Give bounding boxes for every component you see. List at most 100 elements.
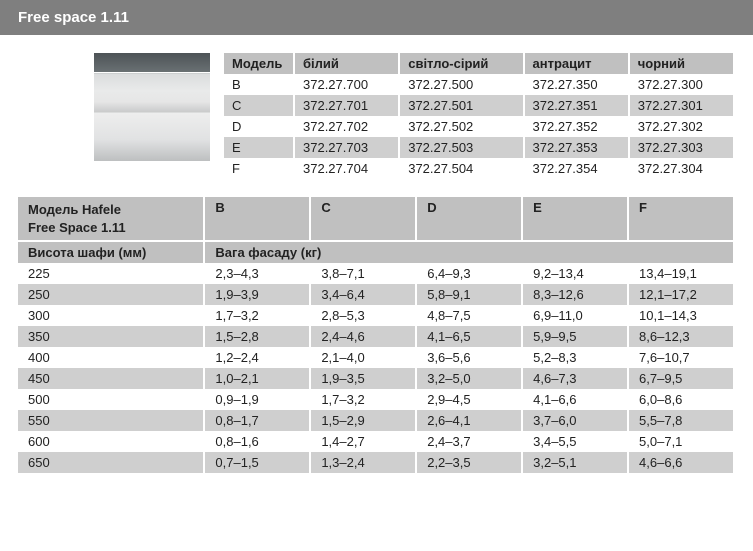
models-cell: 372.27.502 bbox=[399, 116, 523, 137]
weights-cell: 8,6–12,3 bbox=[628, 326, 734, 347]
weights-cell: 4,8–7,5 bbox=[416, 305, 522, 326]
weights-cell: 450 bbox=[18, 368, 204, 389]
weights-cell: 2,9–4,5 bbox=[416, 389, 522, 410]
weights-cell: 4,6–6,6 bbox=[628, 452, 734, 473]
weights-subheader-left: Висота шафи (мм) bbox=[18, 241, 204, 263]
weights-table-body: Модель HafeleFree Space 1.11BCDEFВисота … bbox=[18, 197, 734, 473]
weights-cell: 7,6–10,7 bbox=[628, 347, 734, 368]
models-table-head: Модельбілийсвітло-сірийантрацитчорний bbox=[224, 53, 734, 74]
weights-row: 4001,2–2,42,1–4,03,6–5,65,2–8,37,6–10,7 bbox=[18, 347, 734, 368]
title-bar: Free space 1.11 bbox=[0, 0, 753, 35]
weights-cell: 2,6–4,1 bbox=[416, 410, 522, 431]
models-cell: E bbox=[224, 137, 294, 158]
weights-row: 6500,7–1,51,3–2,42,2–3,53,2–5,14,6–6,6 bbox=[18, 452, 734, 473]
weights-row: 5000,9–1,91,7–3,22,9–4,54,1–6,66,0–8,6 bbox=[18, 389, 734, 410]
page-title: Free space 1.11 bbox=[18, 9, 129, 26]
weights-col-header: E bbox=[522, 197, 628, 241]
product-image bbox=[94, 53, 210, 161]
weights-cell: 2,1–4,0 bbox=[310, 347, 416, 368]
weights-cell: 250 bbox=[18, 284, 204, 305]
weights-cell: 5,0–7,1 bbox=[628, 431, 734, 452]
models-cell: 372.27.301 bbox=[629, 95, 734, 116]
weights-cell: 2,2–3,5 bbox=[416, 452, 522, 473]
weights-cell: 1,0–2,1 bbox=[204, 368, 310, 389]
weights-cell: 2,4–4,6 bbox=[310, 326, 416, 347]
models-col-header: світло-сірий bbox=[399, 53, 523, 74]
models-cell: 372.27.501 bbox=[399, 95, 523, 116]
models-table: Модельбілийсвітло-сірийантрацитчорний B3… bbox=[224, 53, 735, 179]
weights-cell: 0,8–1,6 bbox=[204, 431, 310, 452]
weights-cell: 600 bbox=[18, 431, 204, 452]
models-row: D372.27.702372.27.502372.27.352372.27.30… bbox=[224, 116, 734, 137]
weights-cell: 3,4–5,5 bbox=[522, 431, 628, 452]
weights-cell: 3,6–5,6 bbox=[416, 347, 522, 368]
weights-row: 6000,8–1,61,4–2,72,4–3,73,4–5,55,0–7,1 bbox=[18, 431, 734, 452]
weights-col-header: C bbox=[310, 197, 416, 241]
weights-section: Модель HafeleFree Space 1.11BCDEFВисота … bbox=[0, 197, 753, 473]
weights-cell: 9,2–13,4 bbox=[522, 263, 628, 284]
weights-cell: 1,4–2,7 bbox=[310, 431, 416, 452]
models-col-header: білий bbox=[294, 53, 399, 74]
weights-cell: 1,2–2,4 bbox=[204, 347, 310, 368]
models-cell: 372.27.354 bbox=[524, 158, 629, 179]
models-cell: 372.27.353 bbox=[524, 137, 629, 158]
weights-cell: 400 bbox=[18, 347, 204, 368]
models-table-body: B372.27.700372.27.500372.27.350372.27.30… bbox=[224, 74, 734, 179]
models-row: F372.27.704372.27.504372.27.354372.27.30… bbox=[224, 158, 734, 179]
weights-row: 2501,9–3,93,4–6,45,8–9,18,3–12,612,1–17,… bbox=[18, 284, 734, 305]
weights-cell: 1,5–2,9 bbox=[310, 410, 416, 431]
weights-cell: 13,4–19,1 bbox=[628, 263, 734, 284]
models-cell: B bbox=[224, 74, 294, 95]
weights-cell: 10,1–14,3 bbox=[628, 305, 734, 326]
models-cell: 372.27.304 bbox=[629, 158, 734, 179]
weights-cell: 5,2–8,3 bbox=[522, 347, 628, 368]
top-section: Модельбілийсвітло-сірийантрацитчорний B3… bbox=[0, 53, 753, 197]
models-cell: 372.27.352 bbox=[524, 116, 629, 137]
weights-row: 3001,7–3,22,8–5,34,8–7,56,9–11,010,1–14,… bbox=[18, 305, 734, 326]
models-cell: 372.27.303 bbox=[629, 137, 734, 158]
models-cell: 372.27.500 bbox=[399, 74, 523, 95]
models-cell: 372.27.302 bbox=[629, 116, 734, 137]
models-cell: C bbox=[224, 95, 294, 116]
weights-cell: 4,1–6,6 bbox=[522, 389, 628, 410]
weights-header-left: Модель HafeleFree Space 1.11 bbox=[18, 197, 204, 241]
weights-cell: 550 bbox=[18, 410, 204, 431]
weights-row: 2252,3–4,33,8–7,16,4–9,39,2–13,413,4–19,… bbox=[18, 263, 734, 284]
weights-cell: 3,8–7,1 bbox=[310, 263, 416, 284]
weights-cell: 4,1–6,5 bbox=[416, 326, 522, 347]
weights-cell: 12,1–17,2 bbox=[628, 284, 734, 305]
weights-col-header: B bbox=[204, 197, 310, 241]
weights-cell: 1,7–3,2 bbox=[204, 305, 310, 326]
weights-col-header: F bbox=[628, 197, 734, 241]
models-row: E372.27.703372.27.503372.27.353372.27.30… bbox=[224, 137, 734, 158]
models-cell: 372.27.700 bbox=[294, 74, 399, 95]
weights-cell: 650 bbox=[18, 452, 204, 473]
weights-cell: 6,0–8,6 bbox=[628, 389, 734, 410]
weights-cell: 1,5–2,8 bbox=[204, 326, 310, 347]
weights-row: 4501,0–2,11,9–3,53,2–5,04,6–7,36,7–9,5 bbox=[18, 368, 734, 389]
models-col-header: Модель bbox=[224, 53, 294, 74]
weights-cell: 225 bbox=[18, 263, 204, 284]
models-col-header: антрацит bbox=[524, 53, 629, 74]
weights-cell: 0,9–1,9 bbox=[204, 389, 310, 410]
weights-cell: 3,2–5,1 bbox=[522, 452, 628, 473]
models-cell: F bbox=[224, 158, 294, 179]
weights-cell: 0,8–1,7 bbox=[204, 410, 310, 431]
models-col-header: чорний bbox=[629, 53, 734, 74]
weights-cell: 5,8–9,1 bbox=[416, 284, 522, 305]
models-cell: 372.27.701 bbox=[294, 95, 399, 116]
weights-table: Модель HafeleFree Space 1.11BCDEFВисота … bbox=[18, 197, 735, 473]
weights-cell: 5,9–9,5 bbox=[522, 326, 628, 347]
weights-row: 3501,5–2,82,4–4,64,1–6,55,9–9,58,6–12,3 bbox=[18, 326, 734, 347]
weights-cell: 3,2–5,0 bbox=[416, 368, 522, 389]
weights-cell: 1,9–3,5 bbox=[310, 368, 416, 389]
models-cell: 372.27.702 bbox=[294, 116, 399, 137]
weights-cell: 300 bbox=[18, 305, 204, 326]
models-cell: D bbox=[224, 116, 294, 137]
models-cell: 372.27.503 bbox=[399, 137, 523, 158]
models-cell: 372.27.351 bbox=[524, 95, 629, 116]
weights-cell: 2,8–5,3 bbox=[310, 305, 416, 326]
models-cell: 372.27.703 bbox=[294, 137, 399, 158]
weights-cell: 0,7–1,5 bbox=[204, 452, 310, 473]
models-cell: 372.27.704 bbox=[294, 158, 399, 179]
